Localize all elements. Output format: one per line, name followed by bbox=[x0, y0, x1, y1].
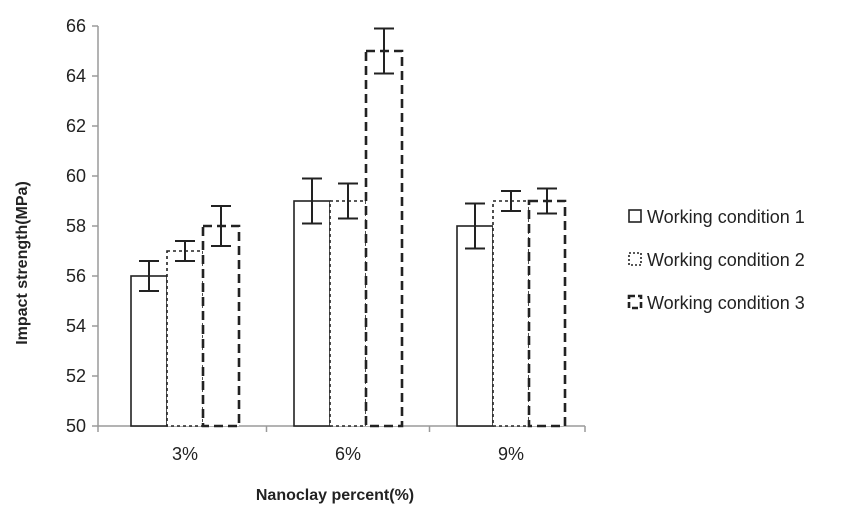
legend-swatch bbox=[627, 294, 643, 310]
y-tick-label: 56 bbox=[66, 266, 86, 286]
legend-label: Working condition 2 bbox=[647, 250, 805, 270]
x-tick-label: 9% bbox=[498, 444, 524, 464]
x-axis-title: Nanoclay percent(%) bbox=[256, 487, 414, 504]
legend: Working condition 1 Working condition 2 Wo… bbox=[627, 207, 805, 313]
bar bbox=[527, 199, 567, 428]
legend-swatch bbox=[628, 252, 642, 266]
y-axis-title: Impact strength(MPa) bbox=[14, 181, 31, 345]
bar bbox=[456, 225, 494, 427]
legend-swatch bbox=[628, 209, 642, 223]
y-tick-label: 66 bbox=[66, 16, 86, 36]
y-tick-label: 64 bbox=[66, 66, 86, 86]
legend-label: Working condition 3 bbox=[647, 293, 805, 313]
bar bbox=[166, 250, 204, 427]
bar bbox=[130, 275, 168, 427]
bar bbox=[293, 200, 331, 427]
bar bbox=[364, 49, 404, 428]
x-tick-label: 3% bbox=[172, 444, 198, 464]
bar bbox=[492, 200, 530, 427]
y-tick-label: 54 bbox=[66, 316, 86, 336]
y-tick-label: 52 bbox=[66, 366, 86, 386]
y-tick-label: 50 bbox=[66, 416, 86, 436]
y-tick-label: 62 bbox=[66, 116, 86, 136]
x-tick-label: 6% bbox=[335, 444, 361, 464]
plot-area: 50 52 54 56 58 60 62 64 66 3% 6% 9% bbox=[66, 16, 586, 464]
bar bbox=[201, 224, 241, 428]
y-tick-label: 58 bbox=[66, 216, 86, 236]
y-tick-label: 60 bbox=[66, 166, 86, 186]
bar bbox=[329, 200, 367, 427]
legend-label: Working condition 1 bbox=[647, 207, 805, 227]
